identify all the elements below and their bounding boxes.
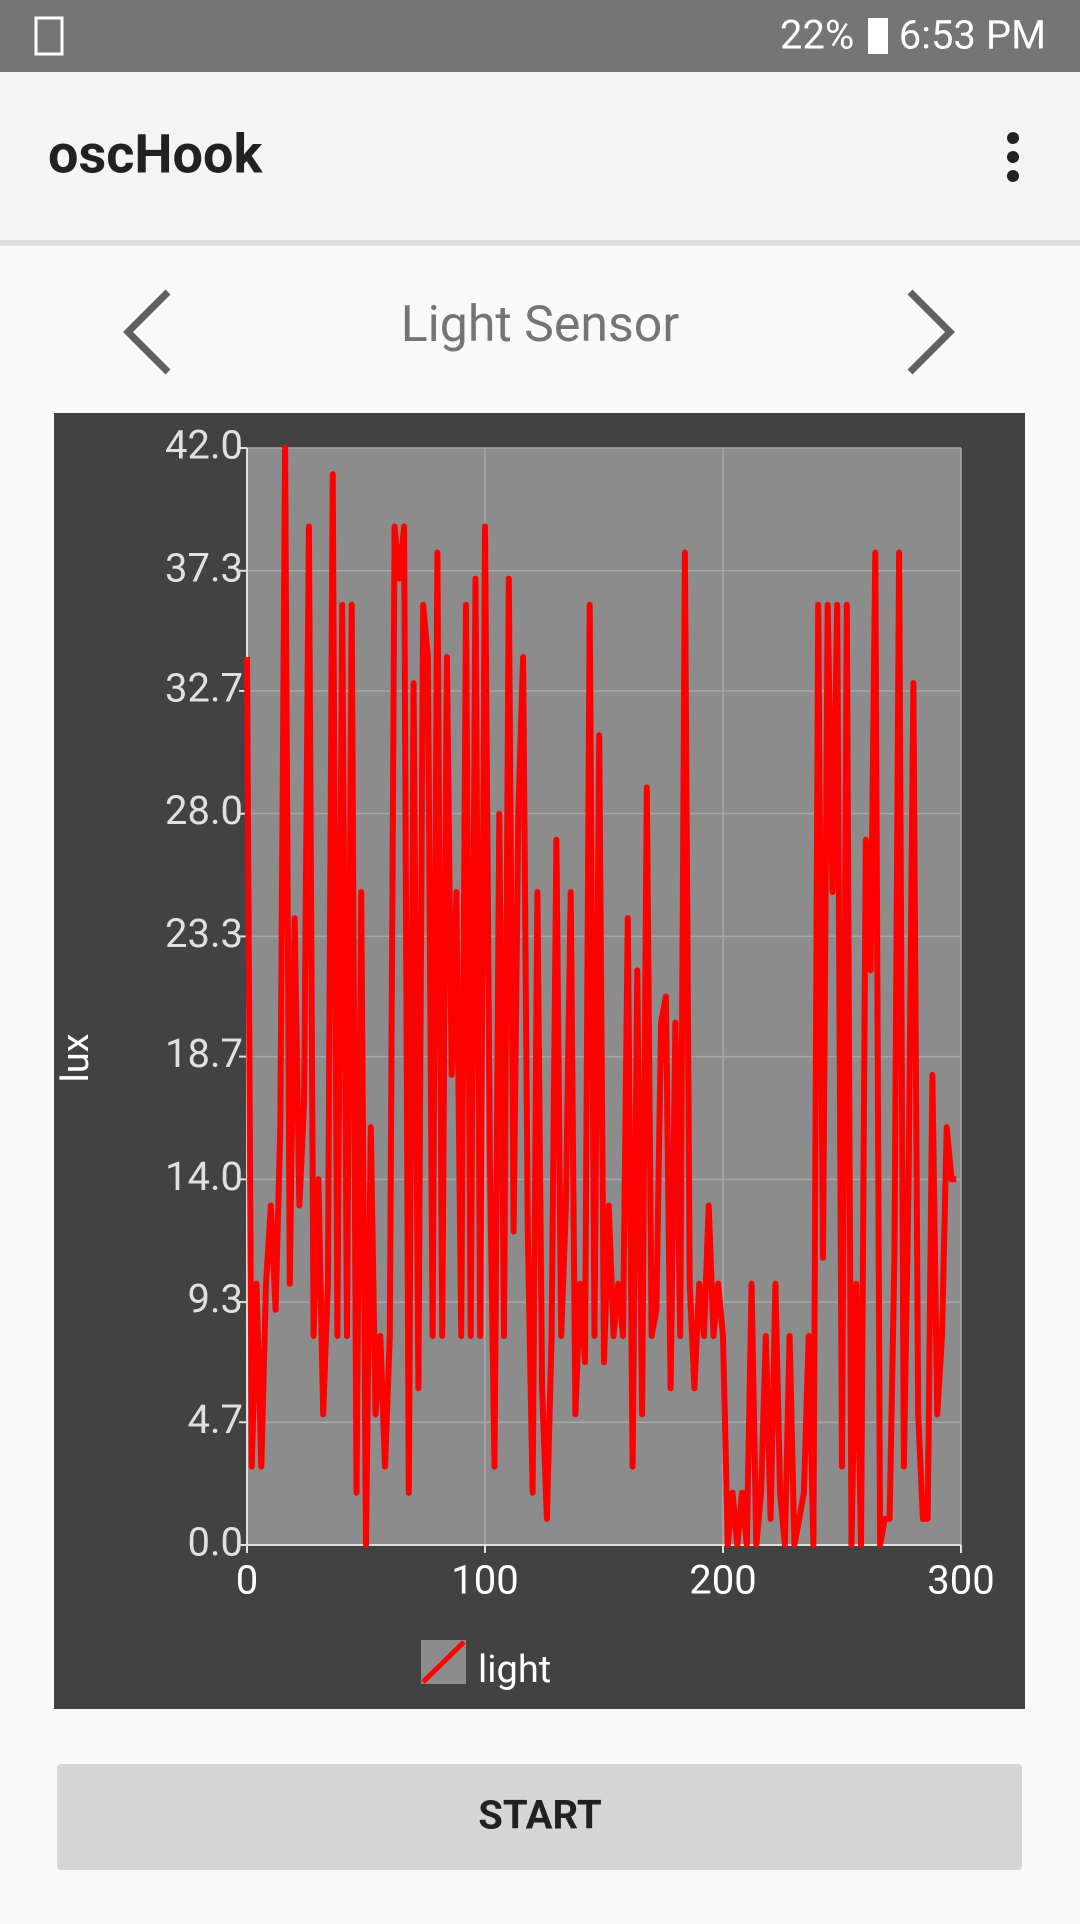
y-tick-label: 0.0 [187, 1519, 243, 1566]
overflow-menu[interactable] [1007, 132, 1019, 182]
status-bar [0, 0, 1080, 72]
start-button-label: START [478, 1792, 601, 1839]
start-button[interactable] [57, 1764, 1022, 1870]
y-tick-label: 23.3 [165, 910, 243, 957]
app-bar-shadow [0, 240, 1080, 246]
y-tick-label: 9.3 [187, 1276, 243, 1323]
battery-icon [868, 18, 888, 54]
x-tick-label: 300 [927, 1557, 994, 1604]
notification-icon [34, 16, 64, 56]
clock: 6:53 PM [899, 12, 1046, 59]
y-tick-label: 32.7 [165, 664, 243, 711]
legend-label: light [478, 1648, 551, 1692]
series-line [244, 445, 957, 1548]
y-tick-label: 18.7 [165, 1030, 243, 1077]
x-tick-label: 0 [236, 1557, 258, 1604]
y-tick-label: 42.0 [165, 422, 243, 469]
prev-arrow[interactable] [123, 289, 171, 375]
y-axis-label: lux [54, 1033, 98, 1082]
y-tick-label: 4.7 [187, 1396, 243, 1443]
y-tick-label: 28.0 [165, 787, 243, 834]
legend-line [421, 1640, 466, 1684]
battery-text: 22% [780, 12, 854, 59]
x-tick-label: 100 [451, 1557, 518, 1604]
sensor-title: Light Sensor [401, 296, 680, 354]
x-tick-label: 200 [689, 1557, 756, 1604]
plot: 0.0 4.7 9.3 14.0 18.7 23.3 28.0 32.7 37.3 42.0 0 10… [165, 422, 995, 1692]
y-tick-label: 37.3 [165, 544, 243, 591]
app-bar [0, 72, 1080, 240]
y-tick-label: 14.0 [165, 1153, 243, 1200]
app-title: oscHook [48, 123, 263, 186]
next-arrow[interactable] [907, 289, 955, 375]
